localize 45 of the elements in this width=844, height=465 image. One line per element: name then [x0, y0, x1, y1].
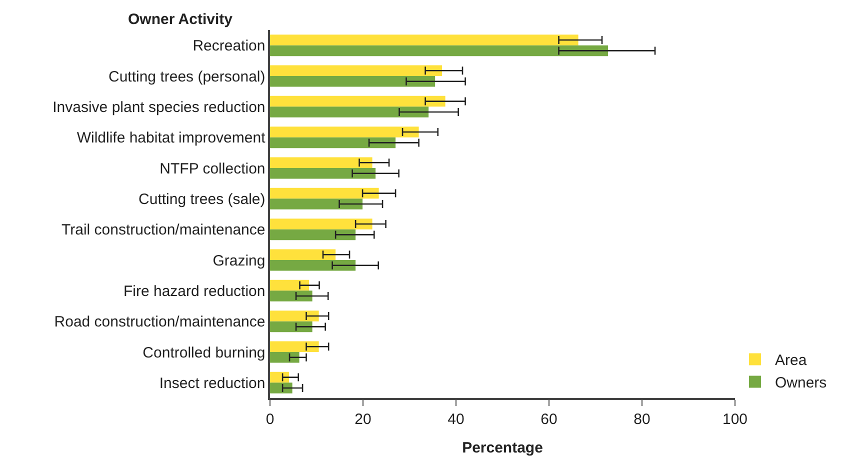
bar [270, 157, 372, 168]
y-tick-label: Cutting trees (sale) [138, 190, 266, 208]
bar [270, 34, 578, 46]
y-tick-label: Grazing [212, 252, 266, 270]
bar [270, 321, 312, 332]
legend-label: Area [775, 352, 808, 370]
bar [270, 188, 379, 199]
bar [270, 260, 356, 271]
x-tick-label: 80 [634, 410, 650, 428]
y-tick-label: Recreation [192, 38, 266, 55]
x-tick-label: 0 [266, 410, 274, 428]
bar [270, 290, 312, 302]
bar [270, 106, 429, 118]
bar [270, 126, 419, 138]
x-tick-label: 20 [354, 410, 372, 428]
y-tick-label: Wildlife habitat improvement [76, 130, 266, 147]
legend-label: Owners [775, 374, 827, 392]
x-axis-title: Percentage [462, 439, 543, 456]
bar [270, 76, 436, 87]
bar [270, 198, 363, 210]
bar [270, 65, 442, 76]
y-tick-label: Invasive plant species reduction [52, 98, 266, 116]
bar [270, 382, 292, 394]
bar [270, 137, 396, 148]
bar [270, 229, 356, 240]
y-tick-label: Cutting trees (personal) [108, 68, 266, 86]
x-tick-label: 100 [722, 410, 748, 428]
y-axis-title: Owner Activity [128, 11, 234, 28]
bar [270, 352, 300, 363]
bar [270, 168, 376, 179]
bar [270, 280, 310, 291]
y-tick-label: Road construction/maintenance [54, 314, 266, 331]
y-tick-label: Controlled burning [142, 344, 266, 362]
x-tick-label: 60 [540, 410, 558, 428]
bar [270, 96, 446, 107]
bar [270, 310, 319, 322]
bar [270, 249, 336, 260]
bar [270, 341, 319, 352]
y-tick-label: NTFP collection [160, 160, 266, 178]
y-tick-label: Fire hazard reduction [124, 282, 266, 300]
y-tick-label: Insect reduction [159, 374, 266, 392]
bar [270, 45, 608, 56]
bar [270, 218, 372, 230]
x-tick-label: 40 [448, 410, 464, 428]
y-tick-label: Trail construction/maintenance [62, 222, 266, 239]
